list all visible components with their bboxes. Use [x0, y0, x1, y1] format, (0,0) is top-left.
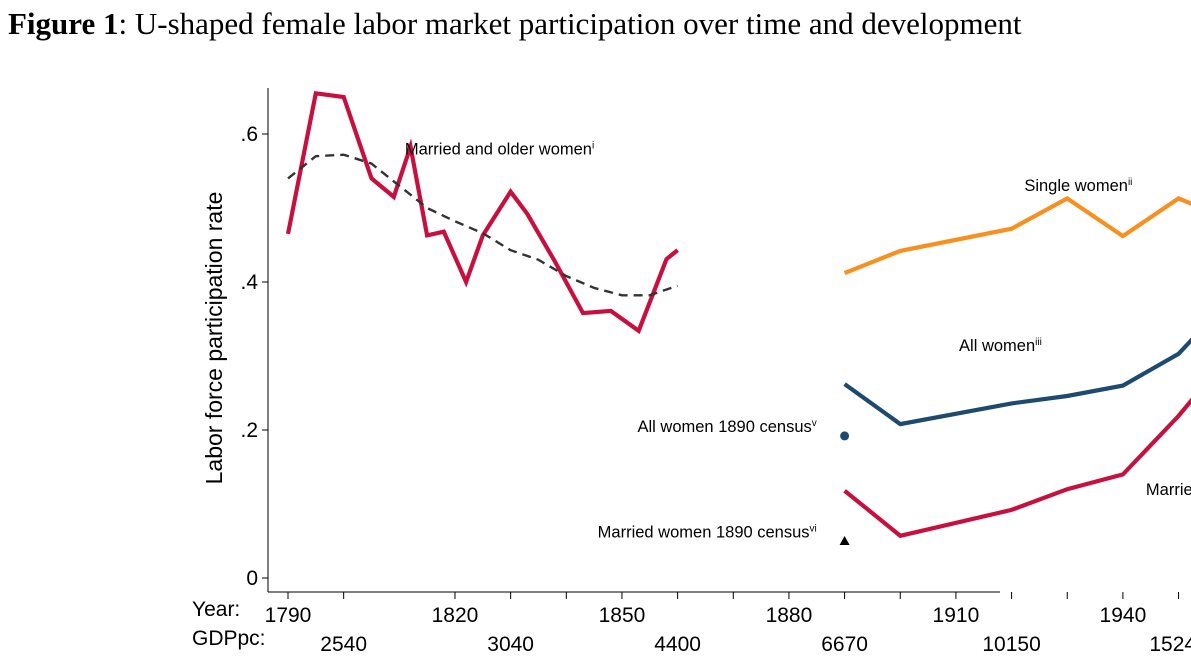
gdp-tick-label: 10150 — [982, 633, 1040, 656]
x-tick-label: 1820 — [432, 604, 479, 627]
gdp-tick-label: 4400 — [654, 633, 701, 656]
gdp-tick-label: 6670 — [821, 633, 868, 656]
series-line-married-older — [285, 90, 679, 335]
series-line-all — [843, 337, 1191, 427]
series-layer — [285, 90, 1191, 539]
annotation-sup: vi — [810, 523, 817, 534]
x-tick-label: 1880 — [766, 604, 813, 627]
y-axis-title: Labor force participation rate — [201, 192, 227, 485]
x-tick-label: 1850 — [599, 604, 646, 627]
annotation-text: Married and older women — [405, 141, 592, 159]
point-census-married — [839, 536, 850, 545]
y-tick-label: 0 — [246, 567, 258, 590]
annotation-text: Married women — [1146, 481, 1191, 499]
series-line-married — [843, 397, 1191, 539]
annotation-sup: iii — [1035, 337, 1042, 348]
annotation-text: All women 1890 census — [638, 418, 812, 436]
annotation-text: Married women 1890 census — [598, 523, 810, 541]
x-tick-label: 1790 — [265, 604, 312, 627]
gdp-tick-label: 2540 — [320, 633, 367, 656]
figure-caption: : U-shaped female labor market participa… — [118, 6, 1022, 41]
y-tick-label: .2 — [240, 419, 258, 442]
annotation-sup: ii — [1128, 177, 1132, 188]
annotation-text: All women — [959, 337, 1035, 355]
annotation-all: All womeniii — [959, 337, 1042, 355]
annotations-layer: Married and older womeni Single womenii Al… — [405, 141, 1191, 542]
point-census-all — [840, 431, 850, 441]
points-layer — [839, 431, 850, 545]
annotation-married-older: Married and older womeni — [405, 141, 594, 159]
annotation-married: Married womeniv — [1146, 481, 1191, 499]
gdp-row-label: GDPpc: — [192, 627, 266, 650]
axes: 0.2.4.617901820185018801910194019702000Y… — [192, 88, 1191, 656]
annotation-census-all: All women 1890 censusv — [638, 418, 817, 436]
year-row-label: Year: — [192, 598, 240, 621]
x-tick-label: 1940 — [1100, 604, 1147, 627]
y-tick-label: .4 — [240, 271, 258, 294]
y-tick-label: .6 — [240, 123, 258, 146]
annotation-sup: i — [592, 141, 594, 152]
gdp-tick-label: 15240 — [1149, 633, 1191, 656]
annotation-text: Single women — [1024, 177, 1128, 195]
figure-label: Figure 1 — [8, 6, 119, 41]
series-line-married-older-trend — [287, 153, 678, 297]
annotation-sup: v — [812, 418, 817, 429]
annotation-census-married: Married women 1890 censusvi — [598, 523, 817, 541]
annotation-single: Single womenii — [1024, 177, 1132, 195]
figure-title: Figure 1: U-shaped female labor market p… — [8, 6, 1188, 42]
gdp-tick-label: 3040 — [487, 633, 534, 656]
x-tick-label: 1910 — [933, 604, 980, 627]
series-line-single — [843, 195, 1191, 276]
